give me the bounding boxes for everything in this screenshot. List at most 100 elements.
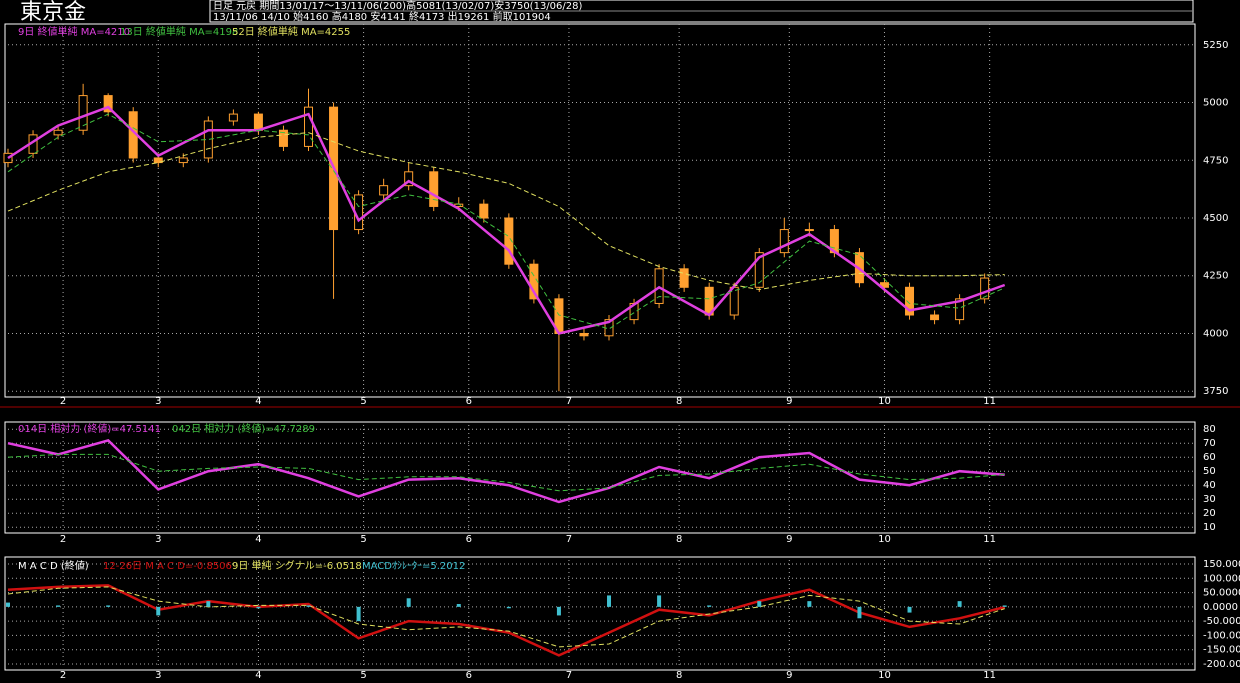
panel-frame: [4, 556, 1196, 671]
y-tick-label: 4000: [1203, 328, 1228, 339]
y-tick-label: 150.0000: [1203, 559, 1240, 570]
x-tick-label: 11: [983, 396, 996, 407]
y-tick-label: -200.0000: [1203, 659, 1240, 670]
histogram-bar: [156, 606, 161, 616]
series-line: [7, 453, 1005, 492]
candle-body: [504, 217, 514, 265]
y-tick-label: 80: [1203, 424, 1216, 435]
histogram-bar: [757, 601, 762, 607]
y-tick-label: 4250: [1203, 271, 1228, 282]
x-tick-label: 2: [60, 670, 66, 681]
candle-body: [304, 106, 314, 147]
y-tick-label: 50.0000: [1203, 588, 1240, 599]
legend-label: 13日 終値単純 MA=4198: [120, 25, 238, 38]
y-tick-label: 100.0000: [1203, 573, 1240, 584]
histogram-bar: [206, 601, 211, 607]
x-tick-label: 7: [566, 670, 572, 681]
candle-body: [253, 113, 263, 131]
screen-title: 東京金: [20, 0, 86, 25]
histogram-bar: [707, 605, 712, 607]
y-tick-label: -50.0000: [1203, 616, 1240, 627]
histogram-bar: [807, 601, 812, 607]
candle-body: [754, 252, 764, 288]
candle-body: [429, 171, 439, 207]
histogram-bar: [857, 606, 862, 619]
info-line: 13/11/06 14/10 始4160 高4180 安4141 終4173 出…: [213, 10, 551, 23]
series-line: [7, 586, 1005, 648]
x-tick-label: 4: [255, 534, 261, 545]
legend-label: 9日 終値単純 MA=4210: [18, 25, 130, 38]
x-tick-label: 3: [155, 670, 161, 681]
histogram-bar: [406, 598, 411, 607]
x-tick-label: 10: [878, 534, 891, 545]
y-tick-label: 10: [1203, 522, 1216, 533]
legend-label: MACDｵｼﾚｰﾀｰ=5.2012: [362, 560, 465, 572]
candle-body: [779, 229, 789, 254]
candle-body: [153, 157, 163, 164]
x-tick-label: 11: [983, 670, 996, 681]
x-tick-label: 2: [60, 534, 66, 545]
x-tick-label: 6: [466, 396, 472, 407]
histogram-bar: [56, 605, 61, 607]
legend-label: 9日 単純 シグナル=-6.0518: [232, 559, 362, 572]
candle-body: [679, 268, 689, 288]
panel-frame: [4, 23, 1196, 398]
x-tick-label: 5: [360, 670, 366, 681]
candle-body: [53, 129, 63, 136]
candle-body: [178, 157, 188, 164]
panel-frame: [4, 421, 1196, 534]
histogram-bar: [506, 606, 511, 609]
x-tick-label: 4: [255, 396, 261, 407]
y-tick-label: 50: [1203, 466, 1216, 477]
candle-body: [579, 332, 589, 337]
candle-body: [905, 286, 915, 316]
x-tick-label: 11: [983, 534, 996, 545]
x-tick-label: 7: [566, 396, 572, 407]
x-tick-label: 5: [360, 396, 366, 407]
x-tick-label: 5: [360, 534, 366, 545]
legend-label: 042日 相対力 (終値)=47.7289: [172, 422, 315, 435]
candle-body: [404, 171, 414, 187]
histogram-bar: [556, 606, 561, 616]
y-tick-label: 40: [1203, 480, 1216, 491]
y-tick-label: 3750: [1203, 386, 1228, 397]
candle-body: [955, 298, 965, 321]
series-line: [7, 584, 1006, 657]
y-tick-label: 4750: [1203, 155, 1228, 166]
y-tick-label: 5000: [1203, 98, 1228, 109]
legend-label: 014日 相対力 (終値)=47.5141: [18, 422, 161, 435]
x-tick-label: 9: [786, 534, 792, 545]
histogram-bar: [6, 602, 10, 607]
x-tick-label: 2: [60, 396, 66, 407]
y-tick-label: 70: [1203, 438, 1216, 449]
x-tick-label: 3: [155, 534, 161, 545]
y-tick-label: 30: [1203, 494, 1216, 505]
histogram-bar: [256, 606, 261, 609]
y-tick-label: 60: [1203, 452, 1216, 463]
series-line: [7, 105, 1006, 335]
candle-body: [103, 95, 113, 113]
candle-body: [804, 229, 814, 232]
x-tick-label: 9: [786, 670, 792, 681]
x-tick-label: 6: [466, 670, 472, 681]
panel-title: M A C D (終値): [18, 559, 89, 572]
y-tick-label: 5250: [1203, 40, 1228, 51]
legend-label: 52日 終値単純 MA=4255: [232, 25, 350, 38]
histogram-bar: [957, 601, 962, 607]
x-tick-label: 8: [676, 396, 682, 407]
x-tick-label: 9: [786, 396, 792, 407]
info-line: 日足 元戻 期間13/01/17～13/11/06(200)高5081(13/0…: [213, 0, 582, 12]
candle-body: [228, 113, 238, 122]
legend-label: 12-26日 M A C D=-0.8506: [103, 561, 232, 572]
candle-body: [379, 185, 389, 196]
y-tick-label: -100.0000: [1203, 630, 1240, 641]
histogram-bar: [306, 605, 311, 607]
x-tick-label: 8: [676, 670, 682, 681]
x-tick-label: 3: [155, 396, 161, 407]
candle-body: [980, 277, 990, 300]
x-tick-label: 7: [566, 534, 572, 545]
x-tick-label: 10: [878, 396, 891, 407]
x-tick-label: 6: [466, 534, 472, 545]
